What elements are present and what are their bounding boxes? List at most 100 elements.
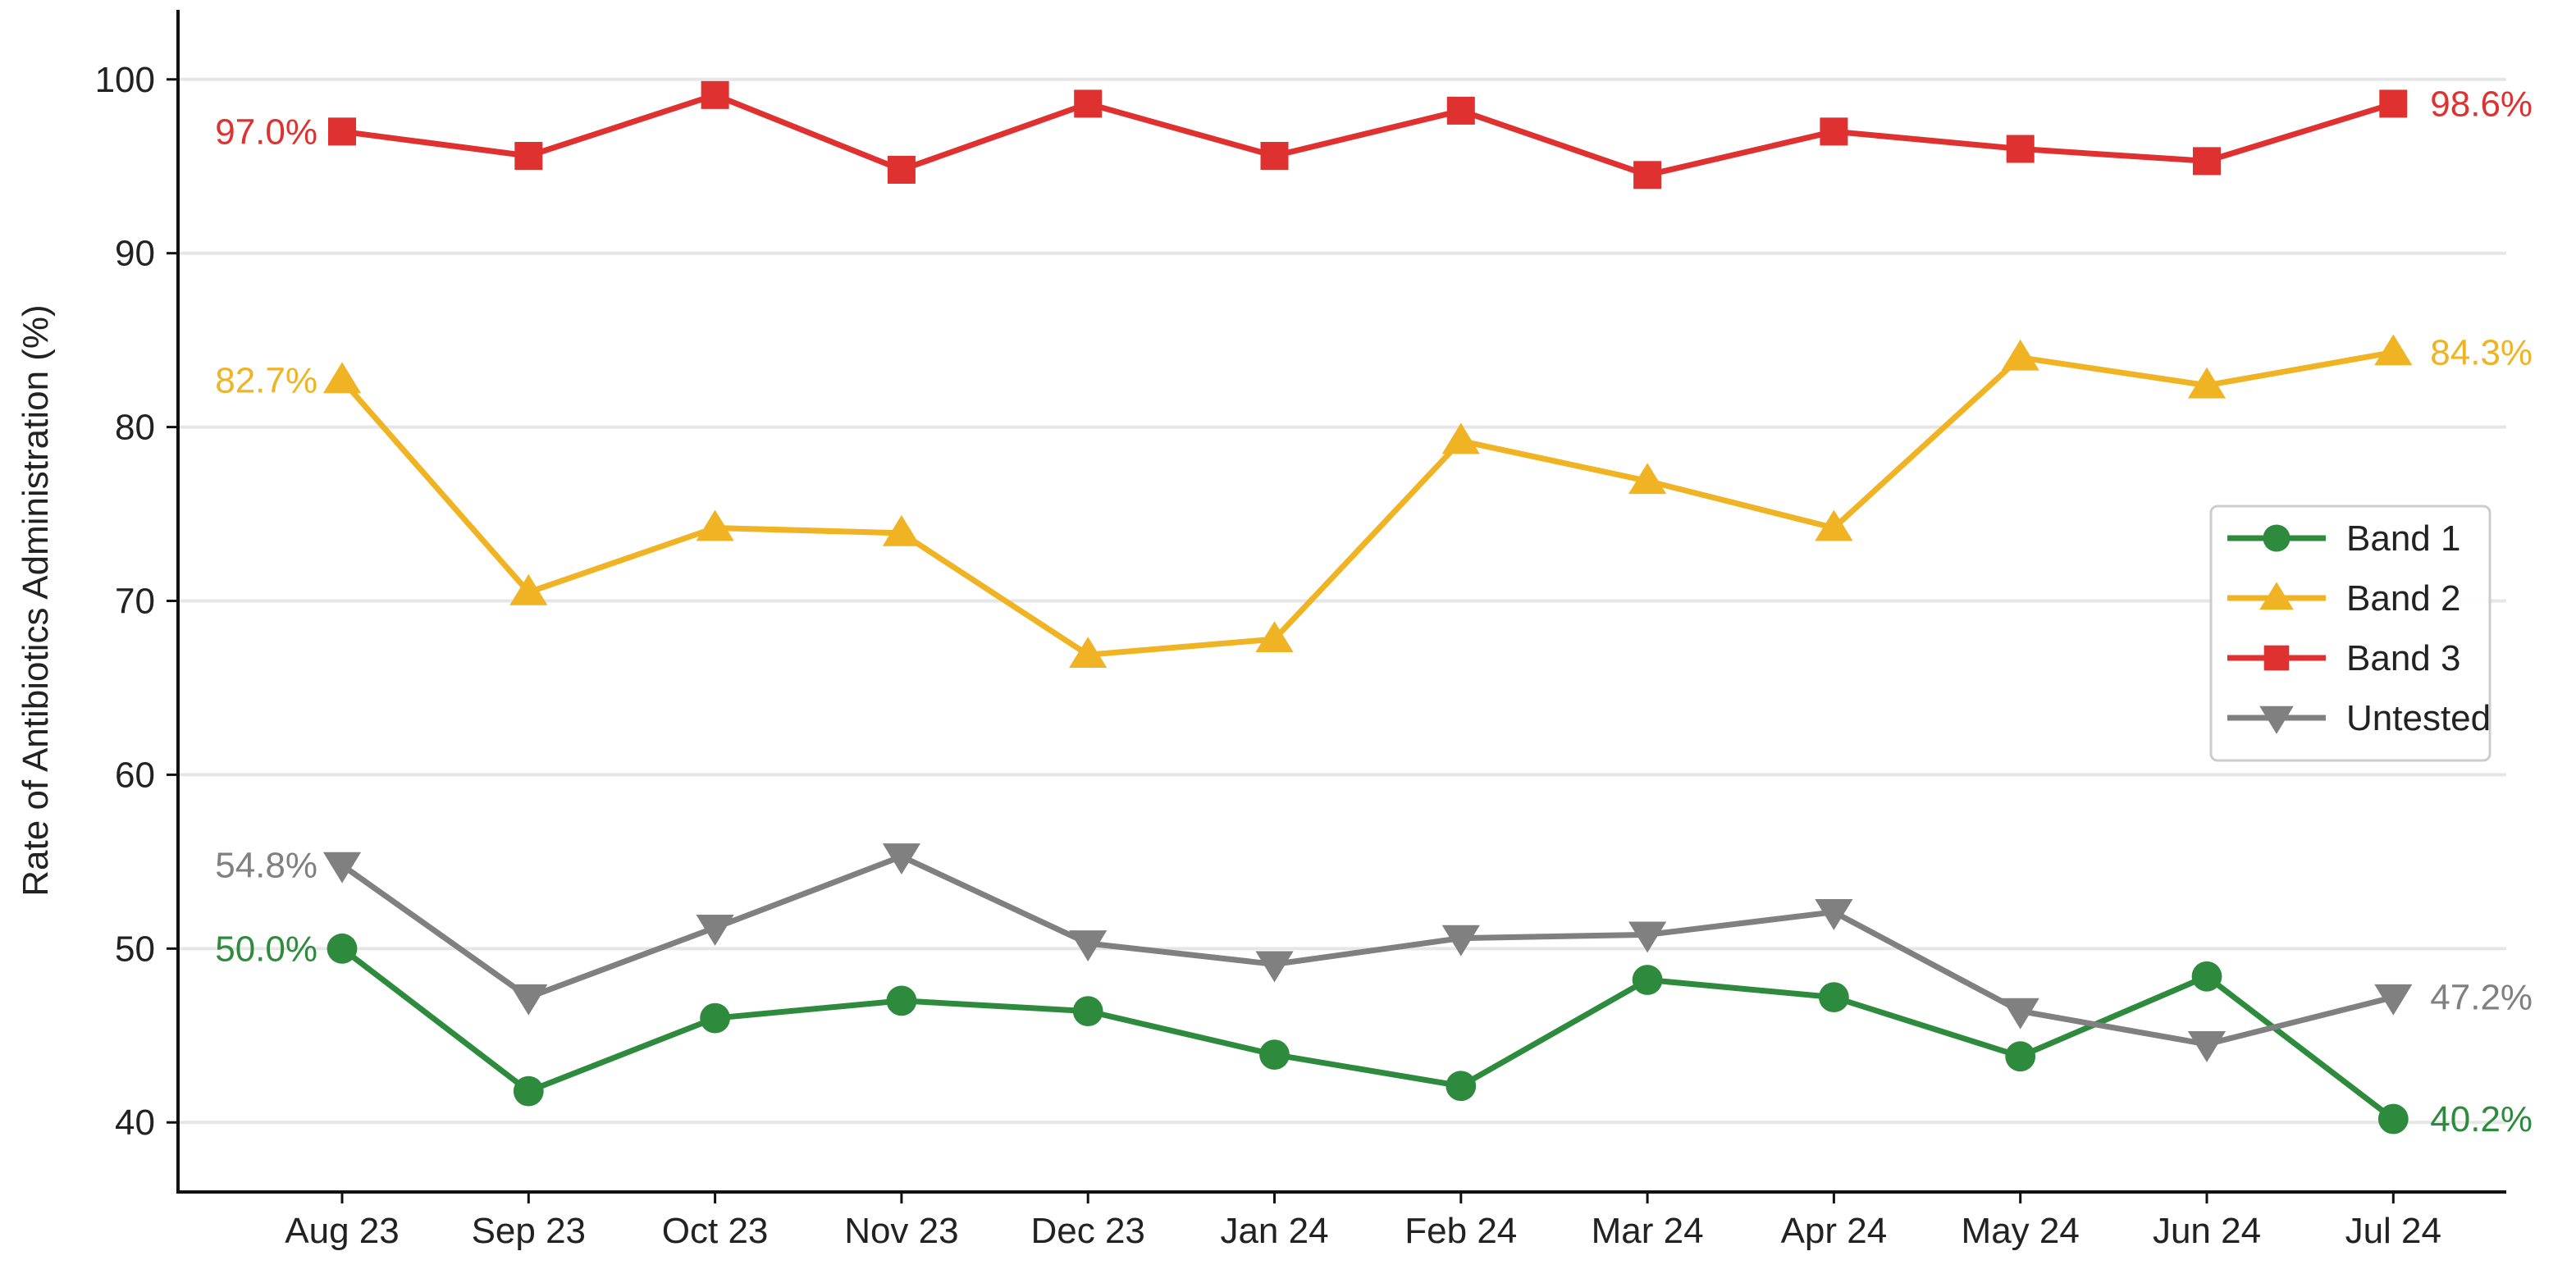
data-point	[1628, 921, 1667, 953]
data-point	[327, 933, 358, 964]
data-point	[509, 984, 548, 1016]
data-point	[882, 843, 920, 875]
data-point	[1069, 637, 1108, 669]
series-line	[340, 853, 2395, 1048]
data-point	[1074, 89, 1103, 118]
data-point	[701, 80, 729, 109]
start-value-label: 54.8%	[215, 846, 317, 886]
legend: Band 1 Band 2 Band 3 Untested	[2209, 505, 2492, 762]
y-tick-label: 60	[115, 755, 155, 795]
data-point	[513, 1075, 544, 1107]
legend-entry: Band 1	[2227, 518, 2460, 559]
x-tick-label: Dec 23	[1030, 1211, 1144, 1251]
x-ticks: Aug 23 Sep 23 Oct 23 Nov 23 Dec 23 Jan 24 Feb …	[285, 1192, 2441, 1251]
legend-label: Untested	[2346, 698, 2491, 738]
data-point	[1632, 965, 1663, 995]
data-point	[2001, 998, 2039, 1030]
series-band-1	[327, 933, 2409, 1135]
data-point	[2001, 339, 2039, 371]
data-point	[1072, 996, 1103, 1027]
data-point	[1633, 161, 1662, 190]
x-tick-label: Jan 24	[1220, 1211, 1328, 1251]
data-point	[1815, 509, 1853, 541]
y-tick-label: 80	[115, 408, 155, 448]
x-tick-label: May 24	[1962, 1211, 2080, 1251]
series-line	[340, 349, 2394, 658]
start-value-label: 82.7%	[215, 360, 317, 400]
data-point	[2187, 367, 2227, 399]
end-value-label: 98.6%	[2430, 84, 2533, 124]
grid-lines	[178, 77, 2506, 1125]
y-tick-label: 40	[115, 1103, 155, 1143]
data-point	[1441, 422, 1480, 454]
data-point	[1820, 117, 1848, 146]
data-point	[1819, 982, 1849, 1013]
data-point	[1255, 951, 1294, 983]
end-value-label: 47.2%	[2430, 978, 2533, 1018]
x-tick-label: Feb 24	[1404, 1211, 1517, 1251]
data-point	[1259, 1039, 1290, 1070]
data-point	[2259, 705, 2294, 734]
y-tick-label: 70	[115, 582, 155, 622]
x-tick-label: Oct 23	[662, 1211, 769, 1251]
data-point	[886, 985, 917, 1016]
x-tick-label: Sep 23	[472, 1211, 586, 1251]
data-point	[2263, 645, 2290, 671]
data-point	[1441, 925, 1480, 957]
data-point	[2259, 582, 2294, 610]
series-untested	[322, 843, 2413, 1062]
data-point	[696, 915, 734, 946]
legend-label: Band 2	[2346, 578, 2460, 619]
series-line	[341, 92, 2395, 178]
x-tick-label: Apr 24	[1781, 1211, 1888, 1251]
start-value-label: 50.0%	[215, 929, 317, 969]
legend-entry: Band 3	[2227, 638, 2460, 678]
series-band-3	[328, 80, 2408, 190]
x-tick-label: Jul 24	[2345, 1211, 2441, 1251]
data-point	[2006, 135, 2035, 163]
y-tick-label: 100	[95, 60, 155, 100]
data-point	[1815, 898, 1853, 930]
data-point	[1446, 96, 1475, 125]
data-point	[1260, 142, 1289, 171]
series-line	[340, 946, 2396, 1121]
data-point	[509, 573, 548, 605]
x-tick-label: Nov 23	[844, 1211, 958, 1251]
data-point	[882, 514, 920, 546]
y-ticks: 40 50 60 70 80 90 100	[95, 60, 178, 1143]
legend-label: Band 1	[2346, 518, 2460, 559]
data-point	[1069, 930, 1108, 961]
data-point	[2377, 1103, 2409, 1135]
data-point	[322, 852, 362, 884]
y-axis-title: Rate of Antibiotics Administration (%)	[16, 304, 56, 896]
legend-items: Band 1 Band 2 Band 3 Untested	[2227, 518, 2491, 738]
data-point	[2193, 147, 2221, 176]
y-tick-label: 50	[115, 929, 155, 969]
start-value-label: 97.0%	[215, 112, 317, 152]
data-point	[1255, 621, 1294, 652]
x-tick-label: Aug 23	[285, 1211, 399, 1251]
data-point	[2191, 961, 2222, 992]
legend-label: Band 3	[2346, 638, 2460, 678]
y-tick-label: 90	[115, 234, 155, 274]
data-point	[514, 142, 543, 171]
data-point	[2374, 984, 2413, 1016]
data-point	[328, 117, 356, 146]
data-point	[2379, 89, 2408, 118]
data-point	[700, 1002, 730, 1034]
data-point	[2263, 524, 2291, 552]
x-tick-label: Jun 24	[2153, 1211, 2261, 1251]
end-labels: 50.0% 40.2% 82.7% 84.3% 97.0% 98.6% 54.8% 47.2%	[215, 84, 2533, 1139]
legend-entry: Band 2	[2227, 578, 2460, 619]
data-point	[2187, 1031, 2227, 1062]
data-point	[322, 362, 362, 394]
legend-entry: Untested	[2227, 698, 2491, 738]
end-value-label: 40.2%	[2430, 1099, 2533, 1139]
x-tick-label: Mar 24	[1592, 1211, 1704, 1251]
series	[322, 80, 2413, 1135]
series-band-2	[322, 334, 2413, 669]
data-point	[696, 509, 734, 541]
legend-box	[2209, 505, 2492, 762]
data-point	[1628, 463, 1667, 495]
end-value-label: 84.3%	[2430, 332, 2533, 372]
